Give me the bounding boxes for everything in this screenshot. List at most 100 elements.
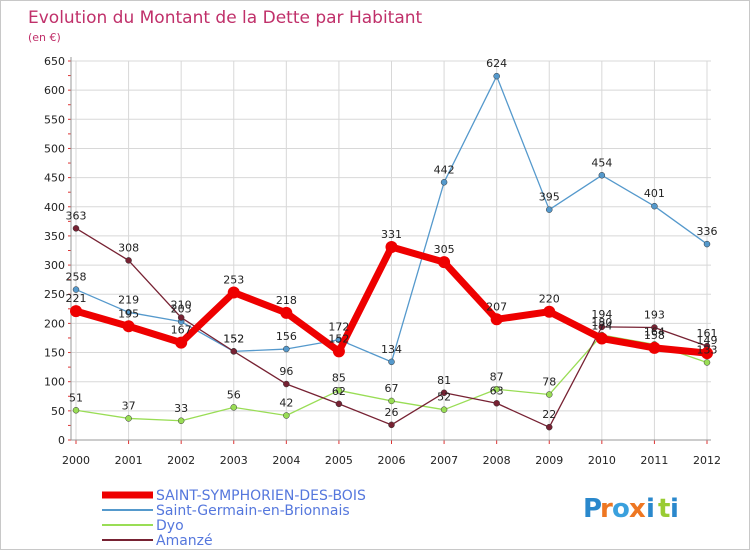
data-point (598, 323, 606, 331)
data-label: 308 (118, 241, 139, 254)
y-tick-label: 100 (44, 376, 65, 389)
x-tick-label: 2003 (220, 454, 248, 467)
logo-letter: x (629, 494, 646, 524)
data-label: 172 (328, 321, 349, 334)
y-tick-label: 500 (44, 142, 65, 155)
data-point (385, 241, 398, 254)
data-label: 203 (171, 303, 192, 316)
data-point (703, 359, 711, 366)
data-label: 164 (644, 325, 665, 338)
data-point (546, 206, 553, 213)
x-tick-label: 2009 (535, 454, 563, 467)
data-point (230, 348, 237, 355)
logo-letter: i (670, 494, 679, 524)
data-label: 81 (437, 374, 451, 387)
data-label: 336 (697, 225, 718, 238)
data-point (332, 345, 345, 358)
x-tick-label: 2012 (693, 454, 721, 467)
chart-title: Evolution du Montant de la Dette par Hab… (28, 8, 423, 28)
logo-letter: P (583, 494, 602, 524)
data-label: 167 (171, 324, 192, 337)
data-point (125, 309, 132, 316)
data-label: 220 (539, 293, 560, 306)
data-label: 52 (437, 391, 451, 404)
data-point (72, 407, 80, 414)
x-tick-label: 2005 (325, 454, 353, 467)
data-label: 158 (644, 329, 665, 342)
proxiti-logo: Pr o x i t i (583, 494, 679, 524)
x-tick-label: 2008 (483, 454, 511, 467)
data-label: 33 (174, 402, 188, 415)
y-tick-label: 200 (44, 317, 65, 330)
legend-label: Dyo (156, 518, 184, 534)
data-point (72, 225, 80, 232)
data-point (493, 400, 500, 407)
data-label: 180 (591, 316, 612, 329)
grid (71, 60, 711, 441)
legend-label: SAINT-SYMPHORIEN-DES-BOIS (156, 488, 366, 504)
data-label: 78 (542, 376, 556, 389)
chart-subtitle: (en €) (28, 31, 61, 44)
data-label: 87 (490, 370, 504, 383)
data-point (283, 380, 290, 388)
logo-letter: r (600, 494, 613, 524)
data-label: 218 (276, 294, 297, 307)
y-tick-label: 300 (44, 259, 65, 272)
data-point (283, 412, 290, 419)
x-tick-label: 2007 (430, 454, 458, 467)
y-tick-label: 650 (44, 55, 65, 68)
data-label: 363 (66, 209, 87, 222)
y-tick-label: 250 (44, 288, 65, 301)
legend-label: Amanzé (156, 533, 213, 549)
data-label: 156 (276, 330, 297, 343)
data-label: 96 (279, 365, 293, 378)
data-label: 258 (66, 271, 87, 284)
data-label: 207 (486, 300, 507, 313)
axes: 0501001502002503003504004505005506006502… (44, 55, 721, 467)
data-label: 305 (434, 243, 455, 256)
logo-letter: i (646, 494, 655, 524)
data-point (175, 336, 188, 349)
x-tick-label: 2004 (272, 454, 300, 467)
data-label: 134 (381, 343, 402, 356)
data-label: 401 (644, 187, 665, 200)
y-tick-label: 450 (44, 172, 65, 185)
data-point (280, 306, 293, 319)
data-label: 454 (591, 156, 612, 169)
data-labels: 258 219 203 152 156 172 134 442 624 395 454 401 336 5… (66, 57, 718, 421)
data-point (493, 72, 500, 80)
data-point (122, 320, 135, 333)
data-point (388, 421, 395, 429)
y-tick-label: 600 (44, 84, 65, 97)
data-label: 624 (486, 57, 507, 70)
data-point (440, 179, 448, 186)
data-label: 152 (223, 332, 244, 345)
data-label: 331 (381, 228, 402, 241)
data-label: 194 (591, 308, 612, 321)
data-point (598, 172, 606, 179)
data-point (283, 345, 290, 353)
data-label: 221 (66, 292, 87, 305)
data-label: 210 (171, 299, 192, 312)
data-label: 195 (118, 307, 139, 320)
data-label: 193 (644, 308, 665, 321)
data-point (490, 313, 503, 326)
series-layer (70, 72, 713, 431)
data-point (438, 256, 451, 269)
data-point (651, 202, 658, 210)
data-point (125, 415, 132, 422)
data-point (546, 423, 553, 431)
data-label: 133 (697, 343, 718, 356)
data-label: 253 (223, 273, 244, 286)
data-label: 67 (385, 382, 399, 395)
legend-label: Saint-Germain-en-Brionnais (156, 503, 350, 519)
data-point (388, 397, 395, 405)
y-tick-label: 50 (51, 405, 65, 418)
data-label: 37 (122, 399, 136, 412)
data-label: 442 (434, 163, 455, 176)
data-point (230, 404, 237, 411)
y-tick-label: 350 (44, 230, 65, 243)
data-label: 161 (697, 327, 718, 340)
y-tick-label: 150 (44, 347, 65, 360)
